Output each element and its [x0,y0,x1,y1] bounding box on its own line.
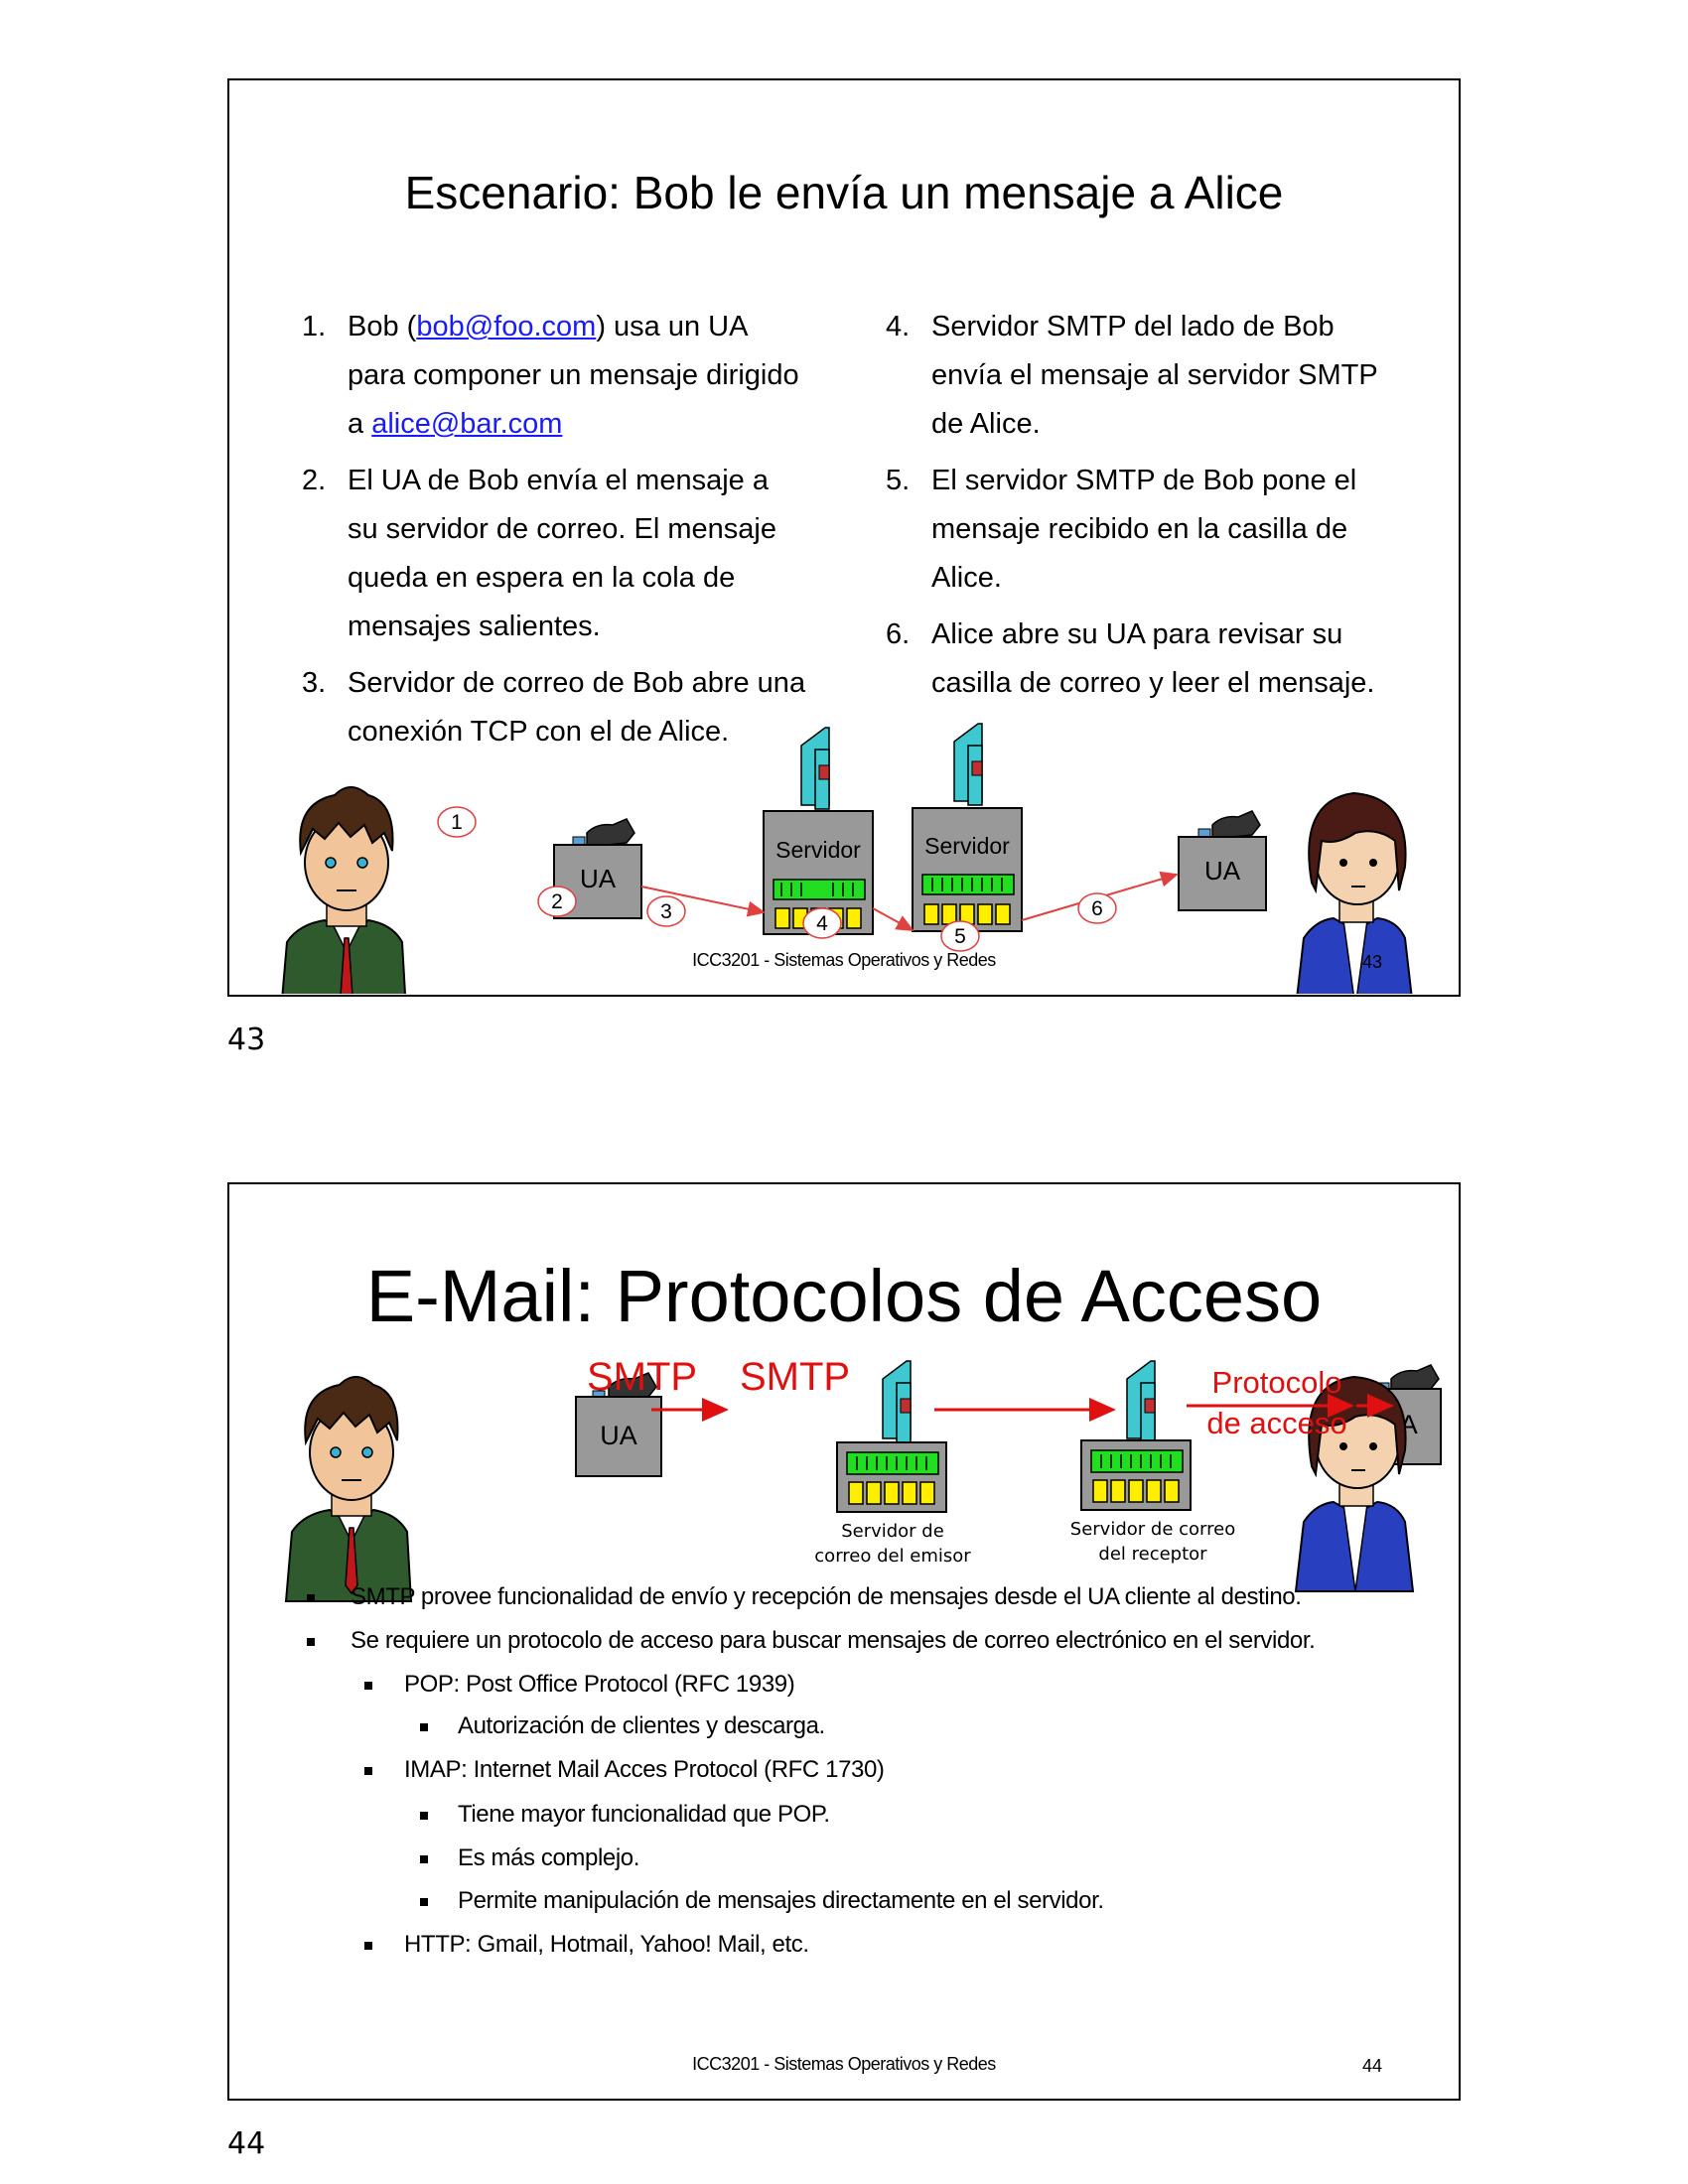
step-text: Servidor SMTP del lado de Bob [931,311,1335,342]
slide-44: E-Mail: Protocolos de Acceso UA [227,1182,1461,2101]
marker-5: 5 [940,920,980,952]
marker-2: 2 [537,886,577,917]
step-markers: 1 2 3 4 5 6 [437,806,1117,952]
ua-left-label: UA [580,864,617,893]
bob-avatar [284,1376,413,1602]
ua-left-label: UA [600,1421,637,1450]
bob-avatar [281,786,406,994]
step-text: envía el mensaje al servidor SMTP [931,359,1378,391]
page-number: 43 [227,1023,266,1057]
step-number: 4. [886,311,911,342]
phone-icon [586,818,635,848]
bullet-item: HTTP: Gmail, Hotmail, Yahoo! Mail, etc. [364,1931,809,1959]
marker-3: 3 [646,895,686,927]
step-text: para componer un mensaje dirigido [348,359,799,391]
access-protocol-label-line2: de acceso [1206,1406,1346,1440]
step-text: El servidor SMTP de Bob pone el [931,465,1357,496]
step-3: 3. Servidor de correo de Bob abre una co… [302,659,858,756]
server-right [912,723,1023,932]
receiver-caption-line2: del receptor [1098,1544,1207,1565]
mailboxes [923,903,1011,925]
step-text: conexión TCP con el de Alice. [348,716,730,748]
svg-text:6: 6 [1091,897,1103,920]
svg-text:4: 4 [816,912,828,935]
sender-caption-line1: Servidor de [841,1521,944,1542]
slide-number: 43 [1362,952,1383,972]
bullet-item: POP: Post Office Protocol (RFC 1939) [364,1671,795,1699]
slide-title: E-Mail: Protocolos de Acceso [365,1255,1323,1337]
server-right-label: Servidor [924,833,1010,859]
receiver-caption-line1: Servidor de correo [1070,1519,1235,1540]
bullet-item: Se requiere un protocolo de acceso para … [307,1627,1316,1655]
marker-6: 6 [1077,892,1117,924]
smtp-label-2: SMTP [740,1355,850,1399]
smtp-label-1: SMTP [587,1355,697,1399]
svg-text:5: 5 [954,925,966,948]
svg-text:1: 1 [451,811,463,834]
bob-email-link[interactable]: bob@foo.com [416,311,597,342]
phone-icon [1390,1364,1440,1394]
step-text: Alice abre su UA para revisar su [931,618,1343,650]
step-number: 6. [886,618,911,650]
bullet-item: SMTP provee funcionalidad de envío y rec… [307,1583,1302,1611]
steps-left: 1. Bob (bob@foo.com) usa un UA para comp… [302,303,858,764]
step-text: Bob ( [348,311,417,342]
ua-left [575,1372,662,1477]
sender-caption-line2: correo del emisor [814,1546,971,1567]
phone-icon [608,1372,657,1402]
bullet-item: IMAP: Internet Mail Acces Protocol (RFC … [364,1756,885,1784]
step-text: Servidor de correo de Bob abre una [348,667,806,699]
step-6: 6. Alice abre su UA para revisar su casi… [886,611,1442,708]
mail-flow-diagram: UA Servidor [281,723,1413,994]
server-left-label: Servidor [775,837,861,863]
bullet-item: Permite manipulación de mensajes directa… [420,1887,1104,1915]
slide-43: Escenario: Bob le envía un mensaje a Ali… [227,78,1461,997]
step-text: de Alice. [931,408,1041,440]
ua-right [1178,810,1267,911]
step-text: su servidor de correo. El mensaje [348,513,776,545]
receiver-server [1080,1360,1192,1511]
incoming-queue [921,874,1015,895]
step-number: 2. [302,465,327,496]
marker-1: 1 [437,806,477,838]
step-1: 1. Bob (bob@foo.com) usa un UA para comp… [302,303,858,449]
step-text: El UA de Bob envía el mensaje a [348,465,769,496]
alice-email-link[interactable]: alice@bar.com [371,408,563,440]
bullet-item: Tiene mayor funcionalidad que POP. [420,1801,830,1829]
svg-text:2: 2 [551,890,563,913]
ua-right-label: UA [1204,856,1241,886]
phone-icon [1211,810,1261,840]
step-text: a [348,408,372,440]
steps-right: 4. Servidor SMTP del lado de Bob envía e… [886,303,1442,716]
page-number: 44 [227,2126,266,2161]
svg-text:3: 3 [660,900,672,923]
step-text: Alice. [931,562,1002,594]
access-protocol-diagram: UA [284,1355,1442,1602]
slide-footer: ICC3201 - Sistemas Operativos y Redes [692,2054,996,2074]
slide-title: Escenario: Bob le envía un mensaje a Ali… [404,167,1284,218]
step-number: 3. [302,667,327,699]
bullet-item: Autorización de clientes y descarga. [420,1712,825,1740]
step-4: 4. Servidor SMTP del lado de Bob envía e… [886,303,1442,449]
marker-4: 4 [802,907,842,939]
alice-avatar [1296,791,1413,994]
step-2: 2. El UA de Bob envía el mensaje a su se… [302,457,858,651]
step-5: 5. El servidor SMTP de Bob pone el mensa… [886,457,1442,603]
slide-footer: ICC3201 - Sistemas Operativos y Redes [692,950,996,970]
slide-number: 44 [1362,2056,1383,2076]
step-text: ) usa un UA [596,311,749,342]
bullet-item: Es más complejo. [420,1844,639,1872]
step-text: mensaje recibido en la casilla de [931,513,1348,545]
server-left [763,727,874,935]
access-protocol-label-line1: Protocolo [1212,1365,1342,1400]
step-text: queda en espera en la cola de [348,562,736,594]
sender-server [836,1360,947,1513]
step-text: mensajes salientes. [348,611,601,642]
step-text: casilla de correo y leer el mensaje. [931,667,1375,699]
step-number: 1. [302,311,327,342]
outgoing-queue [773,879,866,900]
step-number: 5. [886,465,911,496]
